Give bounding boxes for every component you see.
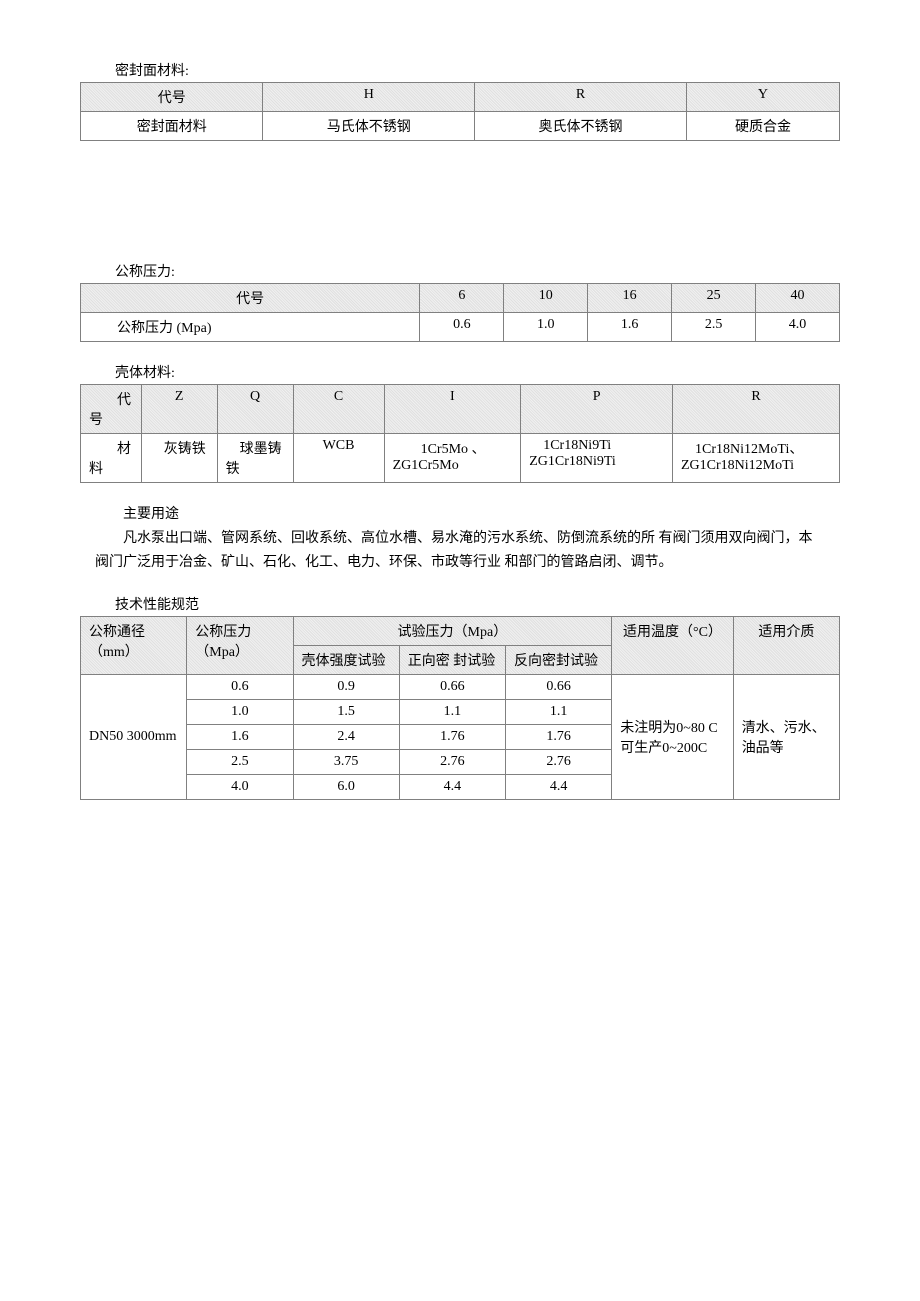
table5-title: 技术性能规范 [115, 594, 840, 614]
t5-r3-0: 2.5 [187, 750, 293, 775]
t5-r4-0: 4.0 [187, 775, 293, 800]
t2-r4: 4.0 [756, 313, 840, 342]
t5-r0-1: 0.9 [293, 675, 399, 700]
t2-h3: 16 [588, 284, 672, 313]
t3-r0: 灰铸铁 [141, 434, 217, 483]
table3-title: 壳体材料: [115, 362, 840, 382]
t2-h4: 25 [672, 284, 756, 313]
t3-r1: 球墨铸铁 [217, 434, 293, 483]
t1-h2: R [475, 83, 687, 112]
t1-r0: 密封面材料 [81, 112, 263, 141]
t1-h1: H [263, 83, 475, 112]
table-tech-spec: 公称通径（mm） 公称压力（Mpa） 试验压力（Mpa） 适用温度（°C） 适用… [80, 616, 840, 800]
t2-h5: 40 [756, 284, 840, 313]
usage-section: 主要用途 凡水泵出口端、管网系统、回收系统、高位水槽、易水淹的污水系统、防倒流系… [95, 503, 825, 574]
t5-r0-2: 0.66 [399, 675, 505, 700]
t5-r3-1: 3.75 [293, 750, 399, 775]
usage-heading: 主要用途 [95, 503, 825, 527]
t5-h-c4: 适用温度（°C） [612, 617, 733, 675]
t5-r1-3: 1.1 [506, 700, 612, 725]
t1-r3: 硬质合金 [686, 112, 839, 141]
t5-r1-1: 1.5 [293, 700, 399, 725]
t5-r1-2: 1.1 [399, 700, 505, 725]
t5-r4-3: 4.4 [506, 775, 612, 800]
t2-r3: 2.5 [672, 313, 756, 342]
t5-h2-c3: 反向密封试验 [506, 646, 612, 675]
t5-r2-2: 1.76 [399, 725, 505, 750]
table1-title: 密封面材料: [115, 60, 840, 80]
t2-h0: 代号 [81, 284, 420, 313]
t3-h4: I [384, 385, 521, 434]
t2-label: 公称压力 (Mpa) [81, 313, 420, 342]
t5-r0-3: 0.66 [506, 675, 612, 700]
t1-r2: 奥氏体不锈钢 [475, 112, 687, 141]
t5-r2-3: 1.76 [506, 725, 612, 750]
t5-h2-c2: 正向密 封试验 [399, 646, 505, 675]
t5-h-c5: 适用介质 [733, 617, 839, 675]
t3-r2: WCB [293, 434, 384, 483]
t5-h-c3: 试验压力（Mpa） [293, 617, 612, 646]
t5-r3-3: 2.76 [506, 750, 612, 775]
t3-h5: P [521, 385, 673, 434]
t5-h2-c1: 壳体强度试验 [293, 646, 399, 675]
t5-medium: 清水、污水、油品等 [733, 675, 839, 800]
t3-label: 材料 [81, 434, 142, 483]
t2-r2: 1.6 [588, 313, 672, 342]
table-sealing-material: 代号 H R Y 密封面材料 马氏体不锈钢 奥氏体不锈钢 硬质合金 [80, 82, 840, 141]
t5-h-c2: 公称压力（Mpa） [187, 617, 293, 675]
t5-h-c1: 公称通径（mm） [81, 617, 187, 675]
t3-r5: 1Cr18Ni12MoTi、 ZG1Cr18Ni12MoTi [672, 434, 839, 483]
t3-r3: 1Cr5Mo 、ZG1Cr5Mo [384, 434, 521, 483]
t3-r4: 1Cr18Ni9Ti ZG1Cr18Ni9Ti [521, 434, 673, 483]
usage-body: 凡水泵出口端、管网系统、回收系统、高位水槽、易水淹的污水系统、防倒流系统的所 有… [95, 527, 825, 575]
t5-r4-2: 4.4 [399, 775, 505, 800]
t5-r4-1: 6.0 [293, 775, 399, 800]
t1-r1: 马氏体不锈钢 [263, 112, 475, 141]
t3-h1: Z [141, 385, 217, 434]
t3-h3: C [293, 385, 384, 434]
t2-r0: 0.6 [420, 313, 504, 342]
t5-r2-0: 1.6 [187, 725, 293, 750]
t3-h0: 代号 [81, 385, 142, 434]
t5-r0-0: 0.6 [187, 675, 293, 700]
t3-h2: Q [217, 385, 293, 434]
t5-r3-2: 2.76 [399, 750, 505, 775]
t1-h3: Y [686, 83, 839, 112]
t3-h6: R [672, 385, 839, 434]
t2-r1: 1.0 [504, 313, 588, 342]
t2-h1: 6 [420, 284, 504, 313]
t5-temp: 未注明为0~80 C可生产0~200C [612, 675, 733, 800]
table-nominal-pressure: 代号 6 10 16 25 40 公称压力 (Mpa) 0.6 1.0 1.6 … [80, 283, 840, 342]
t5-r2-1: 2.4 [293, 725, 399, 750]
t5-r1-0: 1.0 [187, 700, 293, 725]
t5-diameter: DN50 3000mm [81, 675, 187, 800]
table2-title: 公称压力: [115, 261, 840, 281]
t2-h2: 10 [504, 284, 588, 313]
t1-h0: 代号 [81, 83, 263, 112]
table-body-material: 代号 Z Q C I P R 材料 灰铸铁 球墨铸铁 WCB 1Cr5Mo 、Z… [80, 384, 840, 483]
